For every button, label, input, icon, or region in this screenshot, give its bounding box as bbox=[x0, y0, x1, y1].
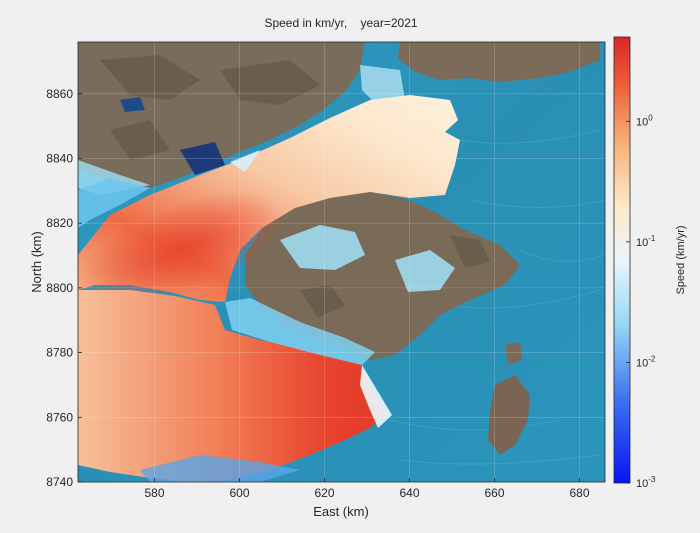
x-tick-label: 660 bbox=[484, 486, 504, 500]
colorbar-label: Speed (km/yr) bbox=[675, 225, 687, 294]
lake-north bbox=[180, 142, 225, 175]
y-tick-label: 8800 bbox=[46, 281, 73, 295]
y-axis-label: North (km) bbox=[29, 231, 44, 292]
island-southeast bbox=[488, 375, 530, 455]
y-tick-label: 8740 bbox=[46, 475, 73, 489]
colorbar-tick-exponent: 0 bbox=[648, 113, 653, 122]
y-tick-label: 8820 bbox=[46, 216, 73, 230]
colorbar-tick-exponent: -3 bbox=[648, 475, 656, 484]
colorbar-tick-label: 10-2 bbox=[636, 354, 656, 369]
colorbar-tick-label: 10-1 bbox=[636, 234, 656, 249]
island-central-texture bbox=[300, 235, 490, 318]
map-axes-frame bbox=[77, 41, 606, 483]
glacier-flow-south bbox=[78, 290, 385, 482]
island-top-right bbox=[398, 42, 600, 82]
x-tick-label: 600 bbox=[229, 486, 249, 500]
x-axis-label: East (km) bbox=[313, 504, 369, 519]
lake-north-2 bbox=[120, 97, 145, 112]
x-tick-label: 580 bbox=[144, 486, 164, 500]
figure-title: Speed in km/yr, year=2021 bbox=[264, 16, 417, 30]
glacier-margin-north bbox=[78, 178, 150, 228]
y-tick-label: 8780 bbox=[46, 346, 73, 360]
x-axis: 580 600 620 640 660 680 bbox=[144, 478, 590, 500]
glacier-margin-south bbox=[140, 455, 300, 482]
island-east-small bbox=[505, 342, 522, 365]
colorbar-tick-label: 10-3 bbox=[636, 475, 656, 490]
colorbar-tick-mantissa: 10 bbox=[636, 237, 648, 249]
colorbar-tick-mantissa: 10 bbox=[636, 116, 648, 128]
glacier-core-north bbox=[78, 191, 284, 309]
colorbar-ramp bbox=[613, 36, 631, 484]
x-tick-label: 680 bbox=[569, 486, 589, 500]
colorbar-tick-label: 100 bbox=[636, 113, 653, 128]
map-panel bbox=[78, 42, 605, 482]
glacier-front-south bbox=[360, 365, 392, 428]
x-tick-label: 640 bbox=[399, 486, 419, 500]
grid-lines bbox=[78, 42, 605, 482]
glacier-margin-north-2 bbox=[230, 150, 260, 172]
land-north-texture bbox=[100, 55, 320, 160]
colorbar-tick-exponent: -2 bbox=[648, 354, 656, 363]
y-tick-label: 8860 bbox=[46, 87, 73, 101]
colorbar-tick-exponent: -1 bbox=[648, 234, 656, 243]
colorbar-tick-mantissa: 10 bbox=[636, 478, 648, 490]
y-axis: 8740 8760 8780 8800 8820 8840 8860 bbox=[46, 87, 82, 489]
island-central-ice bbox=[280, 225, 455, 292]
colorbar-tick-mantissa: 10 bbox=[636, 357, 648, 369]
x-tick-label: 620 bbox=[314, 486, 334, 500]
y-tick-label: 8840 bbox=[46, 151, 73, 165]
glacier-inlet-south bbox=[225, 298, 375, 365]
y-tick-label: 8760 bbox=[46, 410, 73, 424]
